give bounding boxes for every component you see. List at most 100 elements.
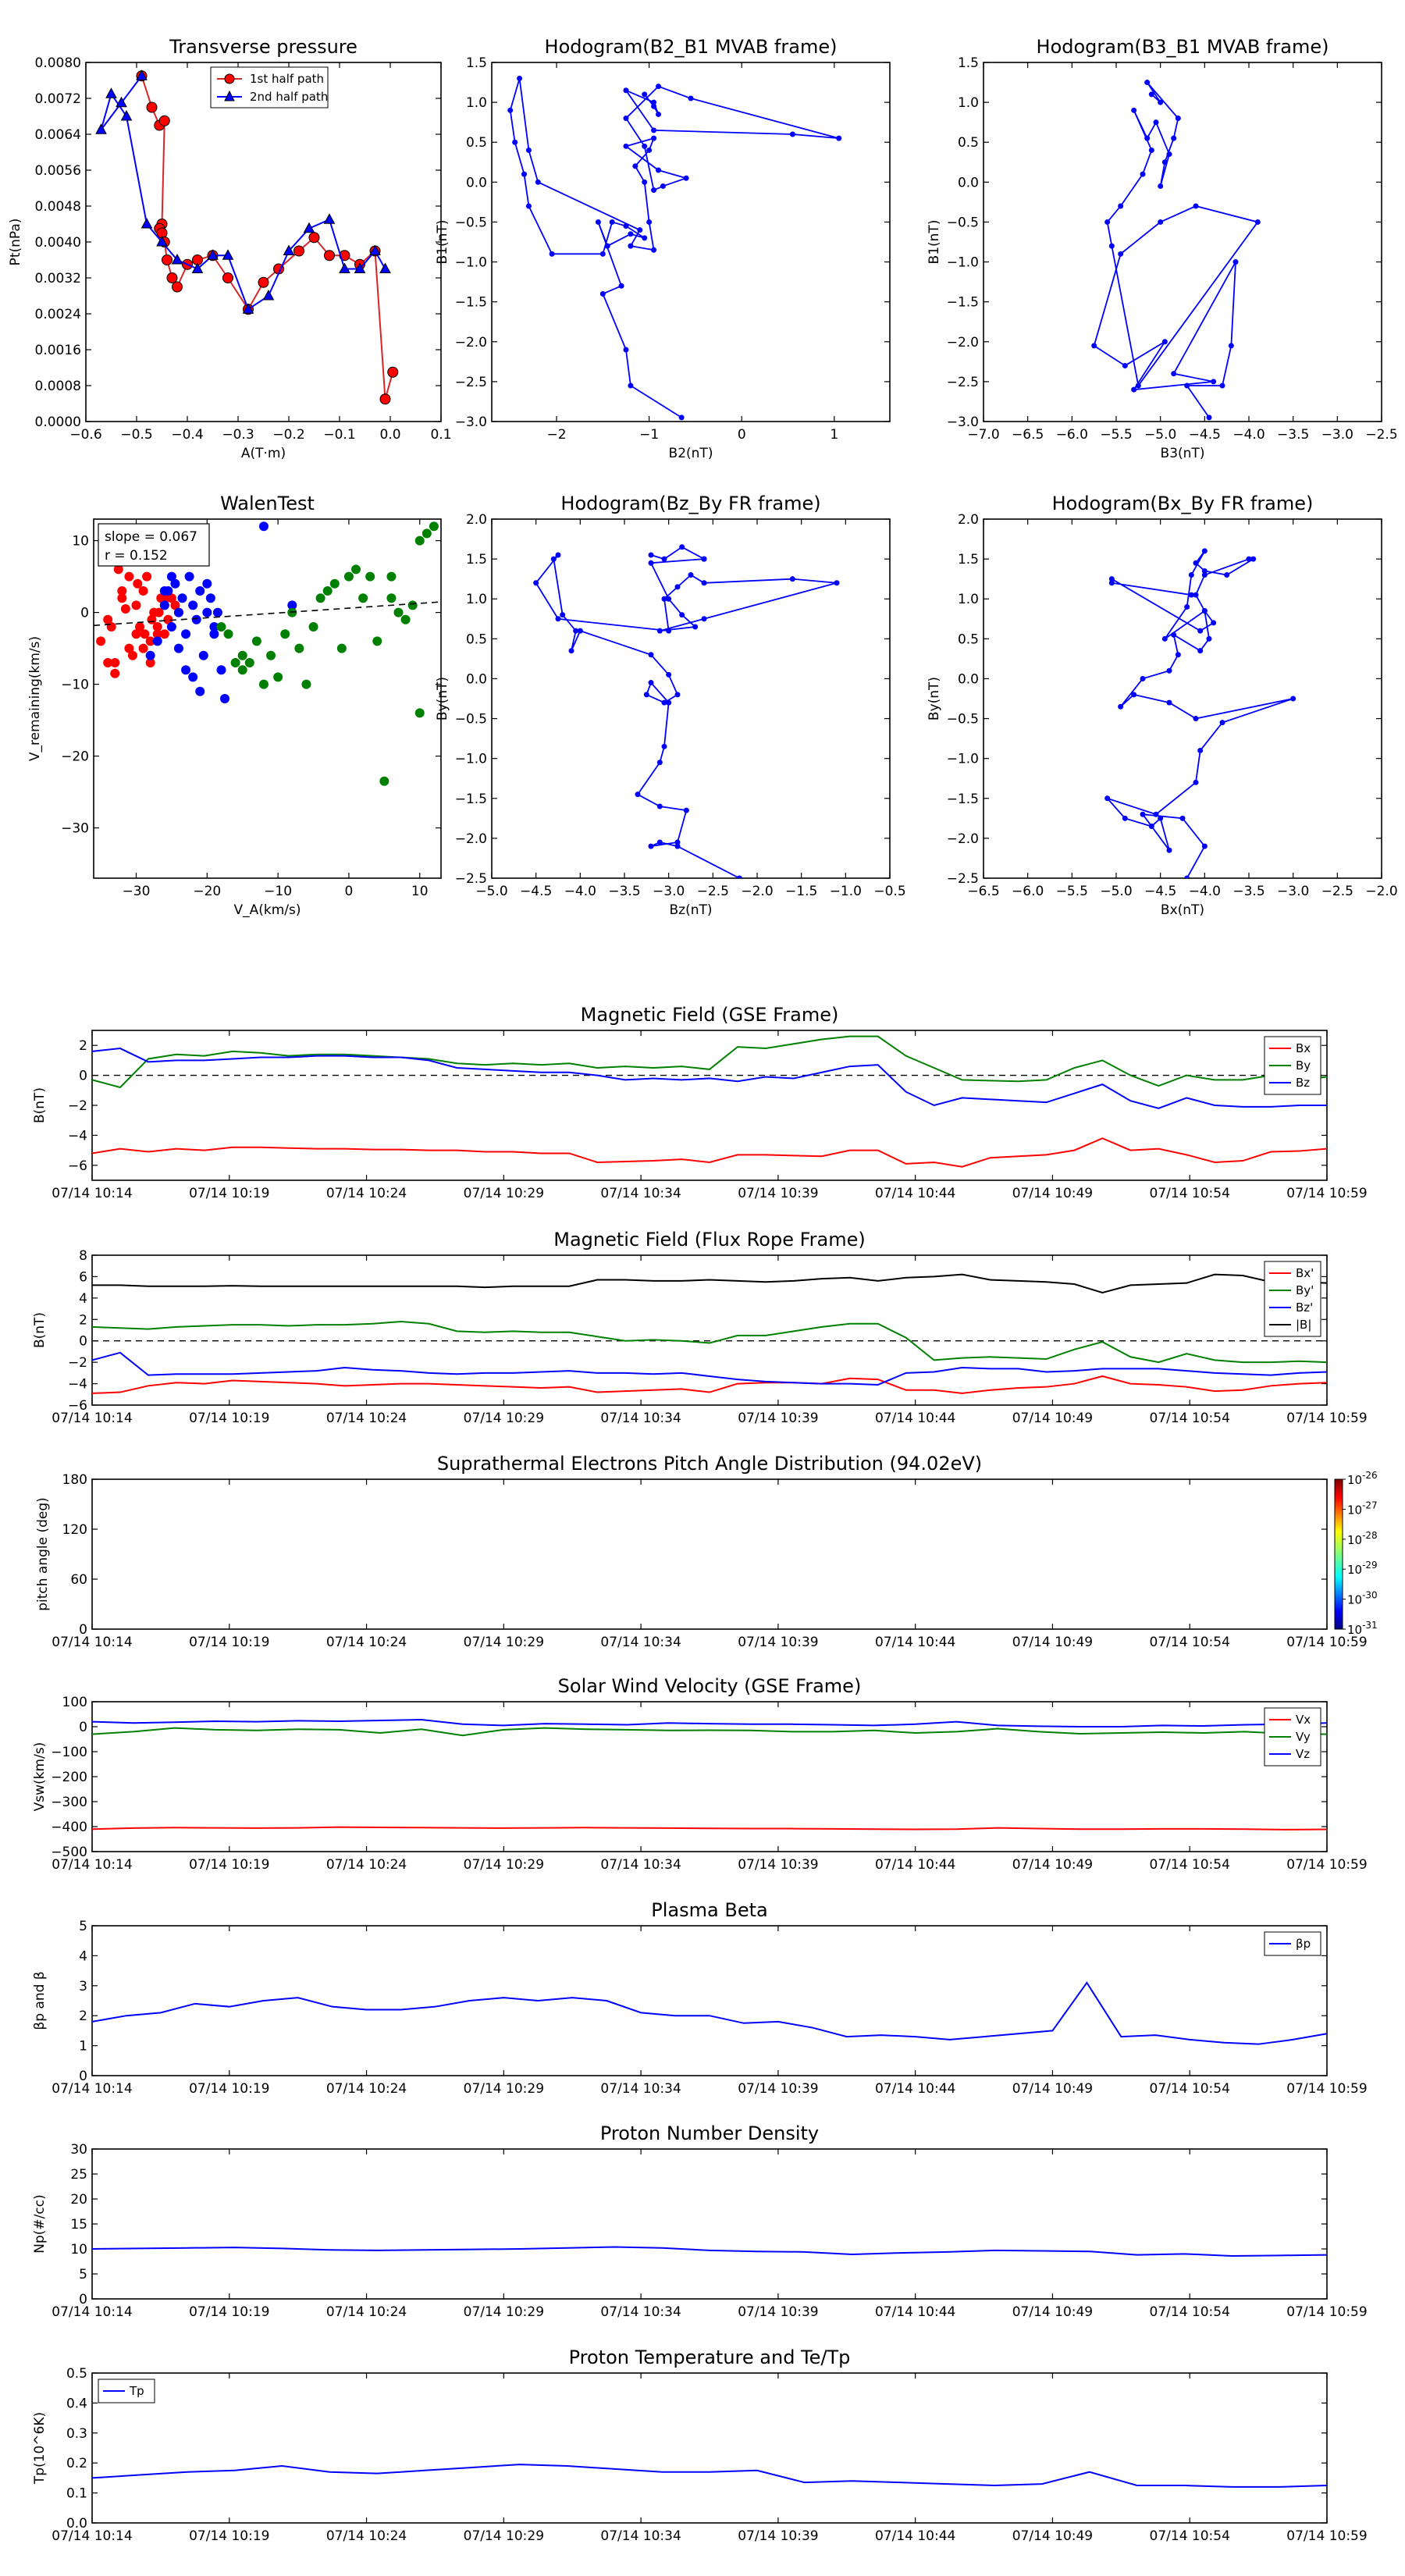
y-tick-label: −1.0: [947, 255, 979, 271]
scatter-point: [343, 571, 354, 582]
legend-label: Vz: [1296, 1747, 1310, 1761]
y-tick-label: −3.0: [947, 415, 979, 430]
time-tick-label: 07/14 10:44: [875, 2304, 955, 2320]
y-axis-label: βp and β: [32, 1971, 48, 2030]
time-tick-label: 07/14 10:19: [189, 2304, 269, 2320]
time-tick-label: 07/14 10:44: [875, 1186, 955, 1201]
x-tick-label: −0.3: [222, 427, 254, 443]
time-tick-label: 07/14 10:39: [738, 2081, 818, 2097]
data-point: [1224, 572, 1230, 578]
time-tick-label: 07/14 10:34: [600, 1857, 681, 1873]
chart-title: WalenTest: [220, 493, 315, 514]
y-tick-label: 0.3: [66, 2426, 87, 2442]
time-tick-label: 07/14 10:44: [875, 1857, 955, 1873]
data-point: [599, 290, 606, 297]
data-point: [635, 792, 641, 798]
data-point: [648, 552, 654, 558]
data-point: [688, 95, 694, 101]
chart-proton-temp: Proton Temperature and Te/Tp 0.0 0.1 0.2 0.3…: [32, 2347, 1368, 2544]
data-point: [1171, 632, 1177, 638]
y-axis-label: B(nT): [32, 1312, 48, 1348]
time-tick-label: 07/14 10:44: [875, 2528, 955, 2544]
y-tick-label: 0.0064: [35, 127, 81, 143]
x-tick-label: −7.0: [967, 427, 999, 443]
series-line-By': [91, 1321, 1328, 1364]
data-point: [674, 839, 681, 845]
time-tick-label: 07/14 10:59: [1286, 1186, 1367, 1201]
data-point: [1135, 382, 1141, 389]
hodogram-path: [1093, 81, 1259, 418]
y-tick-label: 30: [70, 2142, 87, 2158]
data-point: [146, 101, 158, 113]
y-tick-label: 180: [62, 1472, 87, 1488]
scatter-point: [159, 586, 169, 596]
chart-title: Proton Temperature and Te/Tp: [569, 2347, 851, 2368]
y-tick-label: 60: [70, 1572, 87, 1588]
data-point: [1201, 548, 1208, 554]
data-point: [1171, 371, 1177, 377]
data-point: [517, 75, 523, 81]
data-point: [1148, 91, 1154, 98]
y-tick-label: 0.0: [958, 175, 979, 190]
y-tick-label: 8: [79, 1248, 87, 1264]
time-tick-label: 07/14 10:19: [189, 1411, 269, 1426]
colorbar-label: 10-26: [1347, 1470, 1378, 1487]
y-tick-label: −1.0: [455, 255, 487, 271]
y-tick-label: 0: [79, 2292, 87, 2307]
data-point: [628, 243, 634, 249]
scatter-point: [273, 672, 283, 682]
data-point: [1201, 608, 1208, 614]
time-tick-label: 07/14 10:24: [326, 1635, 407, 1650]
time-tick-label: 07/14 10:14: [52, 2081, 132, 2097]
data-point: [1108, 580, 1115, 586]
y-tick-label: −0.5: [947, 215, 979, 230]
data-point: [656, 803, 663, 809]
y-tick-label: −2.5: [455, 871, 487, 887]
data-point: [674, 584, 681, 590]
y-axis-label: Tp(10^6K): [32, 2412, 48, 2485]
plot-frame: [491, 62, 891, 422]
data-point: [1166, 151, 1172, 158]
chart-title: Hodogram(Bx_By FR frame): [1052, 493, 1314, 514]
plot-frame: [491, 518, 891, 879]
scatter-point: [110, 668, 120, 678]
y-tick-label: 0.1: [66, 2486, 87, 2502]
data-point: [623, 87, 629, 94]
x-tick-label: −0.5: [120, 427, 152, 443]
series-line-Bx': [91, 1375, 1328, 1394]
time-tick-label: 07/14 10:14: [52, 2304, 132, 2320]
time-tick-label: 07/14 10:59: [1286, 2081, 1367, 2097]
y-tick-label: −20: [61, 749, 89, 765]
time-tick-label: 07/14 10:19: [189, 1186, 269, 1201]
time-tick-label: 07/14 10:39: [738, 1186, 818, 1201]
series-line-By: [91, 1035, 1328, 1089]
x-tick-label: −3.5: [1232, 884, 1264, 899]
chart-title: Magnetic Field (GSE Frame): [581, 1004, 839, 1026]
data-point: [1184, 382, 1190, 389]
data-point: [172, 281, 183, 293]
time-tick-label: 07/14 10:49: [1012, 2528, 1093, 2544]
x-tick-label: −4.0: [564, 884, 596, 899]
y-tick-label: −10: [61, 678, 89, 693]
y-tick-label: −2.0: [947, 335, 979, 350]
y-tick-label: 0.5: [958, 135, 979, 151]
data-point: [609, 219, 615, 225]
y-tick-label: 2: [79, 1312, 87, 1328]
y-axis-label: B1(nT): [927, 220, 942, 265]
plot-frame: [85, 62, 442, 422]
scatter-point: [127, 650, 137, 660]
y-tick-label: 1.5: [466, 552, 487, 568]
time-tick-label: 07/14 10:39: [738, 1411, 818, 1426]
time-tick-label: 07/14 10:14: [52, 1635, 132, 1650]
y-tick-label: 4: [79, 1948, 87, 1964]
data-point: [533, 580, 539, 586]
data-point: [666, 628, 672, 634]
data-point: [1108, 576, 1115, 582]
scatter-point: [142, 571, 152, 582]
time-tick-label: 07/14 10:29: [464, 1186, 544, 1201]
data-point: [1108, 243, 1115, 249]
data-point: [293, 245, 304, 257]
data-point: [1193, 592, 1199, 598]
data-point: [651, 103, 657, 109]
